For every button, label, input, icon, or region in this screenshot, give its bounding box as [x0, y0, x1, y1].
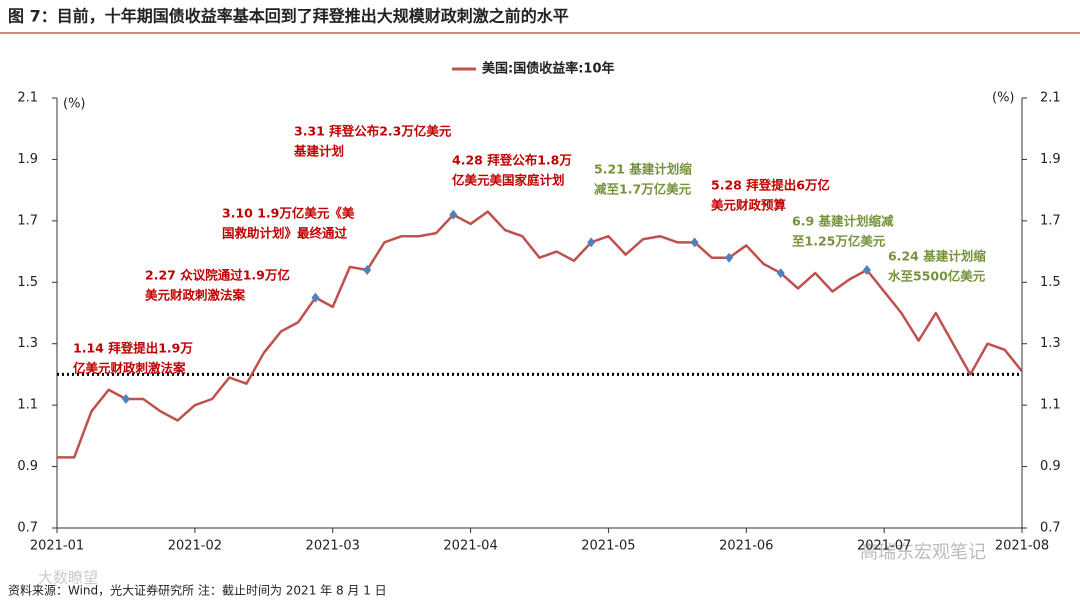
- x-tick-label: 2021-08: [995, 539, 1049, 554]
- chart-title: 图 7：目前，十年期国债收益率基本回到了拜登推出大规模财政刺激之前的水平: [8, 7, 569, 26]
- y2-tick-label: 0.9: [1040, 459, 1061, 474]
- annotation: 美元财政刺激法案: [145, 288, 246, 303]
- x-tick-label: 2021-01: [30, 539, 84, 554]
- y-tick-label: 1.9: [17, 152, 38, 167]
- annotation: 基建计划: [293, 144, 344, 159]
- source-note: 资料来源：Wind，光大证券研究所 注：截止时间为 2021 年 8 月 1 日: [8, 583, 387, 598]
- event-marker: [311, 292, 320, 303]
- y2-tick-label: 1.1: [1040, 398, 1061, 413]
- event-marker: [862, 265, 871, 275]
- series-line: [57, 210, 1023, 459]
- y-tick-label: 0.9: [17, 459, 38, 474]
- annotation: 减至1.7万亿美元: [594, 182, 692, 197]
- event-marker: [725, 252, 734, 263]
- x-tick-label: 2021-03: [306, 539, 360, 554]
- y-tick-label: 1.1: [17, 398, 38, 413]
- event-marker: [587, 237, 596, 248]
- event-marker: [776, 268, 785, 279]
- x-tick-label: 2021-07: [857, 539, 911, 554]
- y2-tick-label: 1.5: [1040, 275, 1061, 290]
- x-tick-label: 2021-06: [719, 539, 773, 554]
- y2-tick-label: 1.9: [1040, 152, 1061, 167]
- x-tick-label: 2021-04: [443, 539, 497, 554]
- y2-tick-label: 1.7: [1040, 213, 1061, 228]
- annotation: 国救助计划》最终通过: [222, 226, 348, 241]
- x-tick-label: 2021-02: [168, 539, 222, 554]
- event-marker: [121, 394, 130, 404]
- y-unit: (%): [63, 97, 86, 112]
- y-tick-label: 0.7: [17, 521, 38, 536]
- annotation: 1.14 拜登提出1.9万: [73, 341, 193, 356]
- y-tick-label: 1.5: [17, 275, 38, 290]
- x-tick-label: 2021-05: [581, 539, 635, 554]
- y2-unit: (%): [992, 91, 1015, 106]
- y-tick-label: 1.3: [17, 336, 38, 351]
- annotation: 4.28 拜登公布1.8万: [452, 153, 572, 168]
- annotation: 6.24 基建计划缩: [888, 249, 986, 264]
- watermark: 大数瞭望: [38, 569, 98, 587]
- annotation: 6.9 基建计划缩减: [792, 214, 894, 229]
- watermark: 高瑞东宏观笔记: [860, 542, 986, 563]
- y2-tick-label: 2.1: [1040, 91, 1061, 106]
- annotation: 水至5500亿美元: [888, 269, 986, 284]
- y2-tick-label: 1.3: [1040, 336, 1061, 351]
- annotation: 5.28 拜登提出6万亿: [711, 178, 830, 193]
- event-marker: [690, 237, 699, 248]
- event-marker: [363, 265, 372, 275]
- annotation: 3.10 1.9万亿美元《美: [222, 206, 355, 221]
- annotation: 美元财政预算: [711, 198, 787, 213]
- annotation: 3.31 拜登公布2.3万亿美元: [294, 124, 452, 139]
- annotation: 亿美元美国家庭计划: [452, 173, 565, 188]
- annotation: 亿美元财政刺激法案: [73, 361, 186, 376]
- event-marker: [449, 209, 458, 220]
- y2-tick-label: 0.7: [1040, 521, 1061, 536]
- annotation: 5.21 基建计划缩: [594, 162, 692, 177]
- annotation: 至1.25万亿美元: [792, 234, 886, 249]
- y-tick-label: 1.7: [17, 213, 38, 228]
- y-tick-label: 2.1: [17, 91, 38, 106]
- legend-label: 美国:国债收益率:10年: [482, 61, 615, 77]
- annotation: 2.27 众议院通过1.9万亿: [145, 268, 290, 283]
